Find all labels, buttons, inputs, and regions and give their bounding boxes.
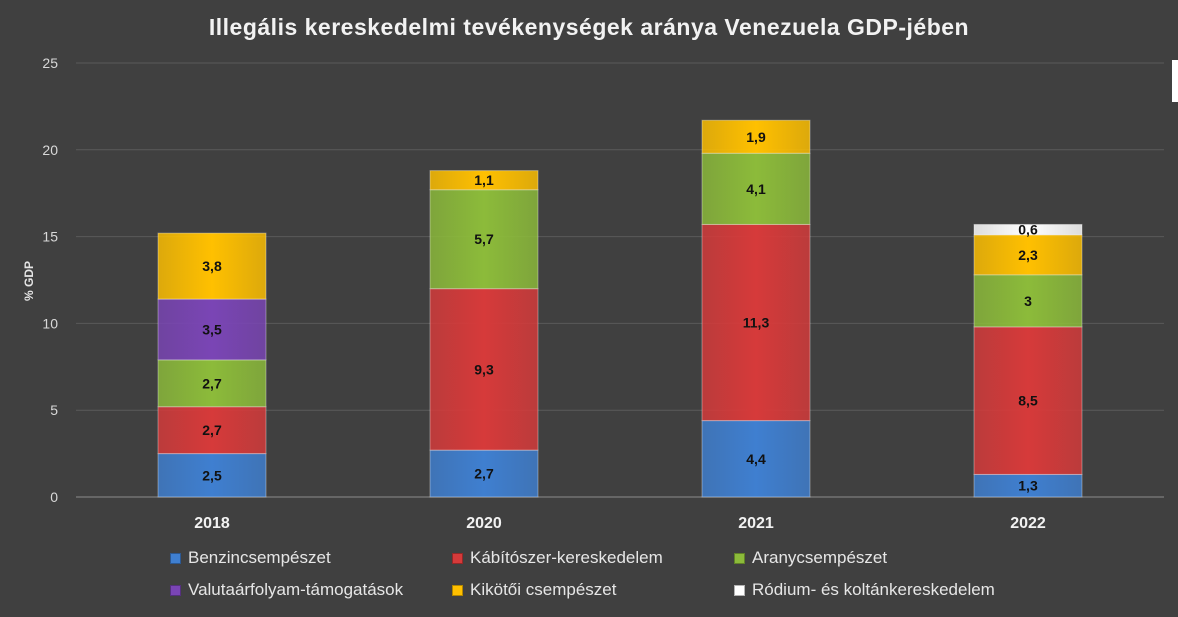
legend-swatch xyxy=(170,552,181,564)
x-tick-label: 2018 xyxy=(194,515,230,532)
data-label: 2,7 xyxy=(202,422,222,438)
legend-label: Kikötői csempészet xyxy=(470,580,617,599)
bar-segment xyxy=(701,119,811,154)
data-label: 5,7 xyxy=(474,231,494,247)
legend-item: Kikötői csempészet xyxy=(452,580,734,600)
bar-segment xyxy=(973,326,1083,475)
legend-item: Benzincsempészet xyxy=(170,548,452,568)
x-tick-label: 2022 xyxy=(1010,515,1046,532)
legend-item: Aranycsempészet xyxy=(734,548,1034,568)
bar-segment xyxy=(701,223,811,422)
bar-segment xyxy=(973,223,1083,236)
bar-segment xyxy=(157,298,267,361)
data-label: 1,9 xyxy=(746,129,766,145)
data-label: 3 xyxy=(1024,293,1032,309)
x-tick-label: 2020 xyxy=(466,515,502,532)
legend-swatch xyxy=(452,552,463,564)
y-tick-label: 25 xyxy=(42,55,58,71)
legend-label: Benzincsempészet xyxy=(188,548,331,567)
legend-swatch xyxy=(734,552,745,564)
legend-swatch xyxy=(452,584,463,596)
data-label: 3,8 xyxy=(202,258,222,274)
y-tick-label: 15 xyxy=(42,229,58,245)
legend-label: Kábítószer-kereskedelem xyxy=(470,548,663,567)
data-label: 4,4 xyxy=(746,451,766,467)
x-tick-label: 2021 xyxy=(738,515,774,532)
bar-segment xyxy=(157,359,267,408)
legend-swatch xyxy=(170,584,181,596)
y-tick-label: 20 xyxy=(42,142,58,158)
y-tick-label: 0 xyxy=(50,489,58,505)
y-tick-label: 5 xyxy=(50,402,58,418)
data-label: 2,5 xyxy=(202,467,222,483)
bar-segment xyxy=(973,274,1083,328)
edge-strip xyxy=(1172,60,1178,102)
legend-swatch xyxy=(734,584,745,596)
data-label: 3,5 xyxy=(202,321,222,337)
bar-segment xyxy=(157,406,267,455)
data-label: 2,7 xyxy=(474,466,494,482)
data-label: 8,5 xyxy=(1018,393,1038,409)
data-label: 2,7 xyxy=(202,375,222,391)
chart-title: Illegális kereskedelmi tevékenységek ará… xyxy=(208,14,970,40)
y-tick-label: 10 xyxy=(42,315,58,331)
data-label: 9,3 xyxy=(474,361,494,377)
bar-segment xyxy=(429,189,539,290)
data-label: 0,6 xyxy=(1018,222,1038,238)
data-label: 1,1 xyxy=(474,172,494,188)
data-label: 4,1 xyxy=(746,181,766,197)
legend-item: Ródium- és koltánkereskedelem xyxy=(734,580,1034,600)
legend-label: Aranycsempészet xyxy=(752,548,888,567)
bar-segment xyxy=(429,170,539,191)
data-label: 1,3 xyxy=(1018,478,1038,494)
legend-label: Ródium- és koltánkereskedelem xyxy=(752,580,995,599)
y-axis-label: % GDP xyxy=(22,261,36,301)
legend-item: Valutaárfolyam-támogatások xyxy=(170,580,452,600)
legend-item: Kábítószer-kereskedelem xyxy=(452,548,734,568)
bar-segment xyxy=(973,234,1083,276)
legend: Benzincsempészet Kábítószer-kereskedelem A… xyxy=(170,548,1050,600)
data-label: 11,3 xyxy=(743,315,770,331)
bar-segment xyxy=(157,232,267,300)
data-label: 2,3 xyxy=(1018,247,1038,263)
bar-segment xyxy=(429,449,539,498)
bar-segment xyxy=(157,453,267,498)
bar-segment xyxy=(701,152,811,225)
legend-label: Valutaárfolyam-támogatások xyxy=(188,580,404,599)
